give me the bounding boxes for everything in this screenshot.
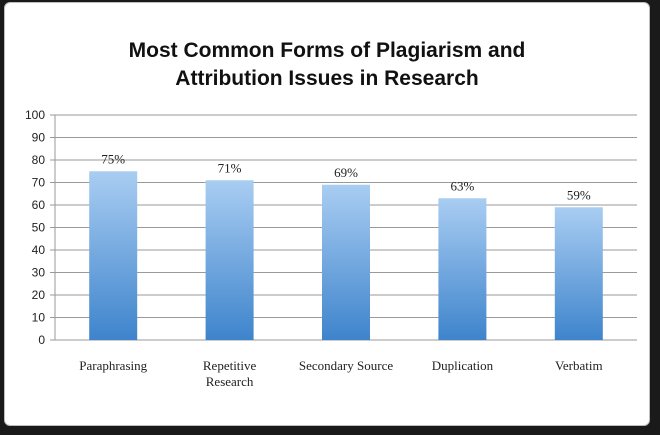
x-category-label-line: Duplication — [432, 358, 494, 373]
data-label: 71% — [218, 160, 242, 175]
x-category-label: Paraphrasing — [79, 358, 147, 373]
bar — [205, 180, 254, 340]
x-category-label-line: Verbatim — [555, 358, 603, 373]
data-label: 63% — [450, 178, 474, 193]
y-tick-label: 70 — [32, 176, 46, 190]
y-tick-label: 50 — [32, 221, 46, 235]
bar-chart: 0 10 20 30 40 50 60 70 80 90 100 75% Paraphrasing 71… — [25, 108, 637, 389]
x-category-label: Verbatim — [555, 358, 603, 373]
x-category-label-line: Secondary Source — [299, 358, 393, 373]
data-label: 69% — [334, 165, 358, 180]
x-category-label: Repetitive Research — [203, 358, 257, 389]
y-tick-label: 60 — [32, 198, 46, 212]
chart-title-line-1: Most Common Forms of Plagiarism and — [128, 39, 526, 62]
x-category-label: Secondary Source — [299, 358, 393, 373]
y-tick-label: 40 — [32, 243, 46, 257]
bar — [438, 198, 487, 340]
chart-frame: Most Common Forms of Plagiarism and Attr… — [4, 2, 650, 426]
y-tick-label: 20 — [32, 288, 46, 302]
y-tick-label: 80 — [32, 153, 46, 167]
y-tick-label: 0 — [38, 333, 45, 347]
chart-title: Most Common Forms of Plagiarism and Attr… — [5, 37, 649, 93]
y-tick-label: 90 — [32, 131, 46, 145]
bar — [89, 171, 138, 340]
bar — [322, 184, 370, 340]
data-label: 59% — [567, 187, 591, 202]
x-category-label-line: Repetitive — [203, 358, 257, 373]
data-label: 75% — [101, 151, 125, 166]
x-category-label: Duplication — [432, 358, 494, 373]
x-category-label-line: Paraphrasing — [79, 358, 147, 373]
y-tick-label: 30 — [32, 266, 46, 280]
chart-title-line-2: Attribution Issues in Research — [175, 67, 479, 90]
y-tick-label: 10 — [32, 311, 46, 325]
x-category-label-line: Research — [206, 374, 254, 389]
bar — [554, 207, 603, 340]
y-tick-label: 100 — [25, 108, 45, 122]
